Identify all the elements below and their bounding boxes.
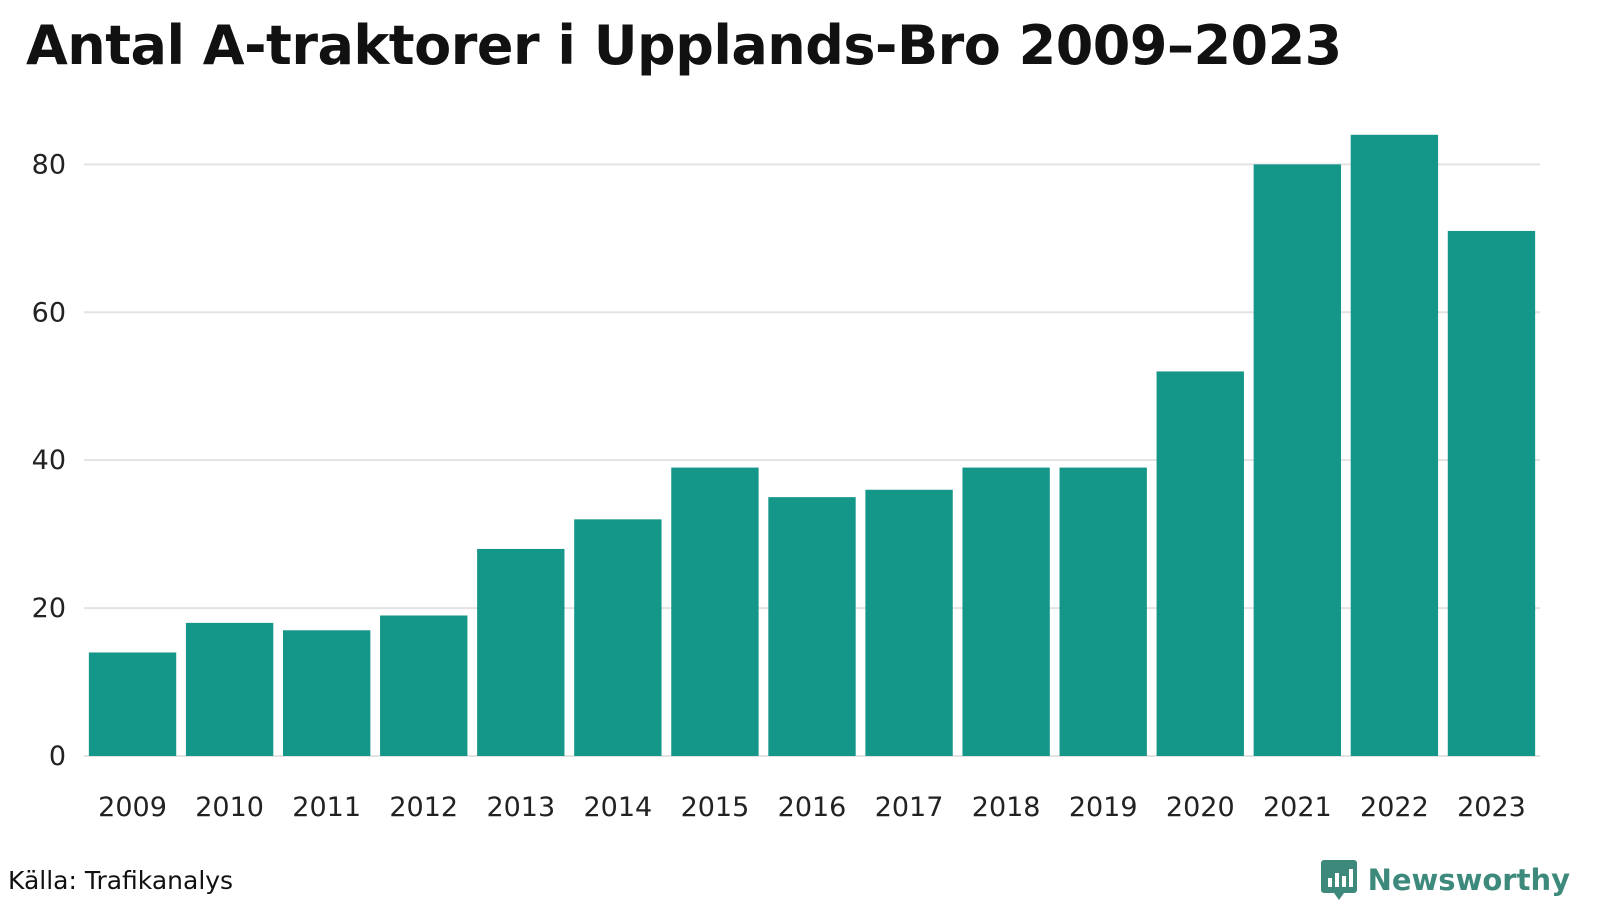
y-tick-label: 20 [32, 593, 66, 624]
x-tick-label: 2023 [1457, 792, 1526, 823]
bar-2011 [282, 630, 371, 756]
y-tick-label: 60 [32, 297, 66, 328]
x-tick-label: 2012 [389, 792, 458, 823]
bar-2020 [1156, 371, 1244, 756]
x-tick-label: 2010 [195, 792, 264, 823]
y-tick-label: 40 [32, 445, 66, 476]
bar-chart-logo-icon [1320, 860, 1357, 900]
x-tick-label: 2014 [584, 792, 653, 823]
bar-2012 [380, 615, 468, 756]
bar-2013 [477, 548, 565, 756]
y-axis-ticks: 0 20 40 60 80 [32, 149, 66, 772]
y-tick-label: 80 [32, 149, 66, 180]
x-tick-label: 2021 [1263, 792, 1332, 823]
bar-2009 [88, 652, 177, 756]
bars [88, 134, 1536, 757]
bar-2010 [185, 622, 274, 756]
bar-2014 [574, 519, 662, 756]
bar-2021 [1253, 164, 1342, 757]
bar-2015 [671, 467, 759, 756]
x-tick-label: 2015 [681, 792, 750, 823]
x-tick-label: 2019 [1069, 792, 1138, 823]
x-tick-label: 2011 [292, 792, 361, 823]
bar-2016 [768, 497, 856, 756]
bar-2018 [962, 467, 1050, 756]
x-tick-label: 2009 [98, 792, 167, 823]
source-note: Källa: Trafikanalys [8, 866, 234, 895]
brand-name: Newsworthy [1367, 863, 1570, 897]
x-tick-label: 2017 [875, 792, 944, 823]
y-tick-label: 0 [49, 741, 66, 772]
chart-title: Antal A-traktorer i Upplands-Bro 2009–20… [26, 14, 1342, 77]
bar-2023 [1447, 230, 1536, 756]
x-tick-label: 2020 [1166, 792, 1235, 823]
x-tick-label: 2022 [1360, 792, 1429, 823]
bar-2022 [1350, 134, 1439, 756]
brand-logo[interactable]: Newsworthy [1320, 858, 1570, 902]
x-tick-label: 2016 [778, 792, 847, 823]
x-tick-label: 2013 [486, 792, 555, 823]
x-tick-label: 2018 [972, 792, 1041, 823]
x-axis-ticks: 2009 2010 2011 2012 2013 2014 2015 2016 2017 2018… [98, 792, 1526, 823]
bar-2019 [1059, 467, 1147, 756]
bar-2017 [865, 489, 953, 756]
